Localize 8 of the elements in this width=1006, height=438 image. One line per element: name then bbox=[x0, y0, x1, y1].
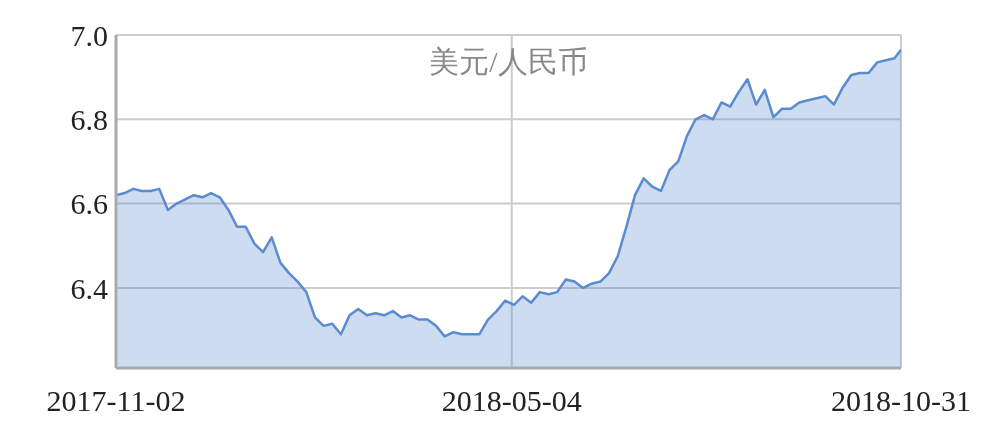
chart-title: 美元/人民币 bbox=[428, 44, 589, 80]
x-tick-label: 2018-05-04 bbox=[441, 384, 582, 418]
y-tick-label: 7.0 bbox=[70, 18, 108, 52]
y-tick-label: 6.8 bbox=[70, 102, 108, 136]
y-tick-label: 6.4 bbox=[70, 271, 108, 305]
x-tick-label: 2018-10-31 bbox=[831, 384, 971, 418]
y-tick-label: 6.6 bbox=[70, 187, 108, 221]
x-tick-label: 2017-11-02 bbox=[46, 384, 186, 418]
